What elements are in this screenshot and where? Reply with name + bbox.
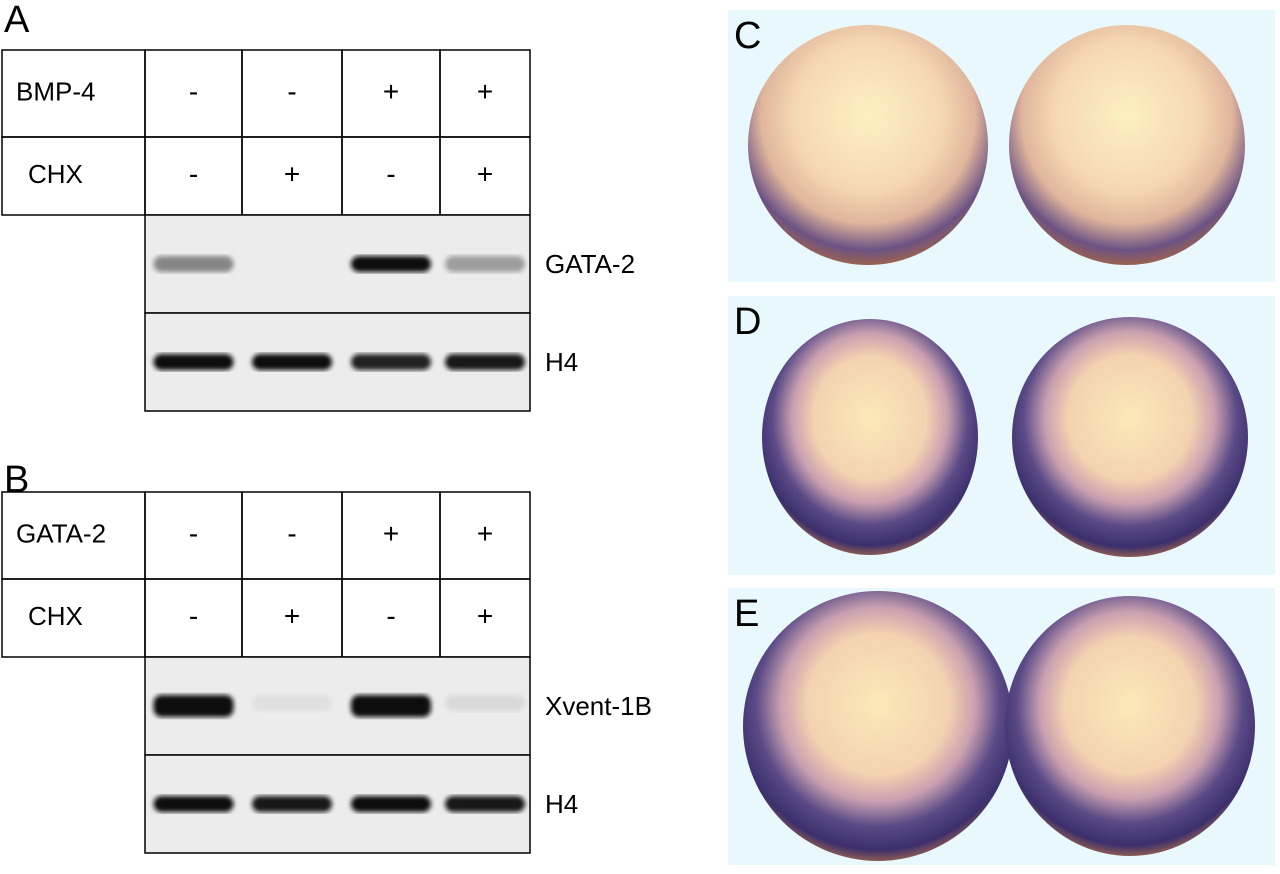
embryo <box>1005 596 1255 856</box>
treatment-sign: - <box>287 76 296 107</box>
gel-band <box>445 796 525 812</box>
treatment-sign: + <box>284 600 300 631</box>
treatment-sign: + <box>477 600 493 631</box>
treatment-sign: + <box>383 518 399 549</box>
embryo <box>743 591 1013 861</box>
gel-band <box>153 796 234 812</box>
gel-band <box>351 354 431 370</box>
embryo <box>1009 25 1245 265</box>
gel-band <box>153 354 234 370</box>
treatment-sign: - <box>386 158 395 189</box>
gel-label: Xvent-1B <box>545 691 652 721</box>
panel-label: A <box>4 0 30 41</box>
gel-label: GATA-2 <box>545 249 635 279</box>
treatment-sign: - <box>189 76 198 107</box>
treatment-sign: + <box>477 518 493 549</box>
gel-band <box>445 695 525 711</box>
panel-label: E <box>734 593 759 635</box>
embryo <box>1012 317 1248 557</box>
treatment-sign: - <box>386 600 395 631</box>
row-label: CHX <box>28 601 83 631</box>
treatment-sign: - <box>287 518 296 549</box>
panel-label: D <box>734 301 761 343</box>
gel-band <box>445 256 525 272</box>
treatment-sign: - <box>189 518 198 549</box>
embryo <box>762 319 978 555</box>
gel-label: H4 <box>545 789 578 819</box>
treatment-sign: + <box>477 76 493 107</box>
gel-band <box>153 695 234 717</box>
treatment-sign: - <box>189 158 198 189</box>
treatment-sign: - <box>189 600 198 631</box>
treatment-sign: + <box>477 158 493 189</box>
gel-band <box>252 354 332 370</box>
gel-band <box>252 796 332 812</box>
gel-band <box>351 256 431 272</box>
embryo <box>748 25 988 265</box>
gel-band <box>351 796 431 812</box>
gel-band <box>153 256 234 272</box>
gel-band <box>252 695 332 711</box>
gel-label: H4 <box>545 347 578 377</box>
treatment-sign: + <box>383 76 399 107</box>
gel-band <box>445 354 525 370</box>
row-label: BMP-4 <box>16 76 95 106</box>
gel-band <box>351 695 431 717</box>
panel-label: C <box>734 15 761 57</box>
row-label: CHX <box>28 159 83 189</box>
panel-label: B <box>4 459 29 501</box>
treatment-sign: + <box>284 158 300 189</box>
row-label: GATA-2 <box>16 518 106 548</box>
